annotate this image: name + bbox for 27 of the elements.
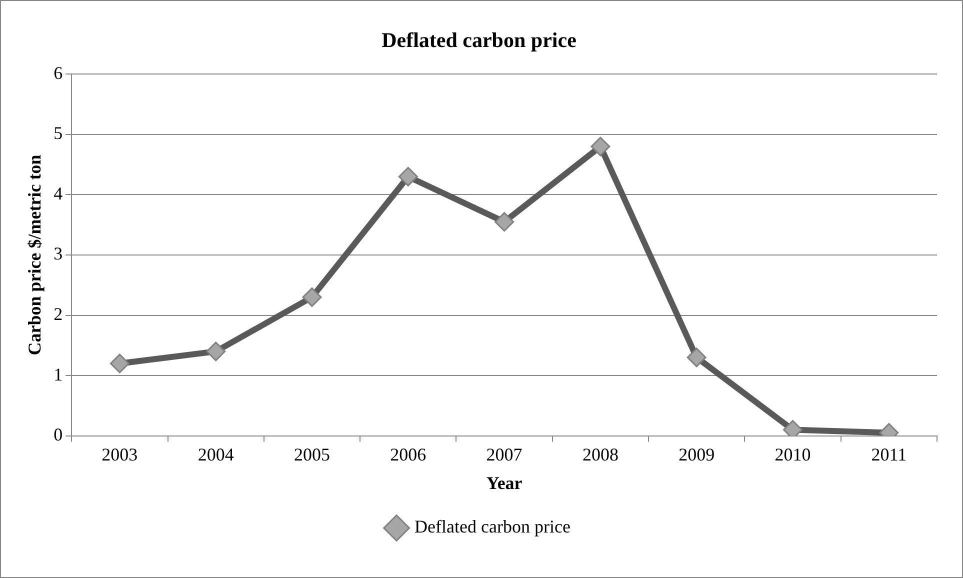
chart-title: Deflated carbon price (382, 28, 576, 52)
point (590, 136, 610, 156)
x-tick-label: 2011 (871, 444, 907, 464)
x-tick-label: 2006 (390, 444, 426, 464)
x-tick-label: 2005 (294, 444, 330, 464)
point (398, 166, 418, 186)
x-tick-label: 2007 (486, 444, 522, 464)
x-tick-label: 2010 (774, 444, 811, 464)
point (494, 212, 514, 232)
point (206, 342, 226, 362)
x-tick-label: 2008 (582, 444, 618, 464)
y-tick-label: 1 (54, 364, 63, 384)
legend-label: Deflated carbon price (414, 516, 570, 537)
y-tick-label: 6 (54, 62, 63, 83)
y-tick-label: 0 (54, 424, 63, 445)
x-tick-label: 2004 (198, 444, 234, 464)
point (110, 354, 130, 374)
x-tick-label: 2003 (102, 444, 138, 464)
point (302, 287, 322, 307)
x-axis-title: Year (486, 472, 522, 493)
point (686, 348, 706, 368)
y-tick-label: 2 (54, 304, 63, 324)
x-tick-label: 2009 (678, 444, 715, 464)
y-axis-title: Carbon price $/metric ton (24, 154, 44, 356)
y-tick-label: 3 (54, 244, 63, 264)
y-tick-label: 5 (54, 123, 63, 144)
y-tick-label: 4 (54, 183, 63, 204)
